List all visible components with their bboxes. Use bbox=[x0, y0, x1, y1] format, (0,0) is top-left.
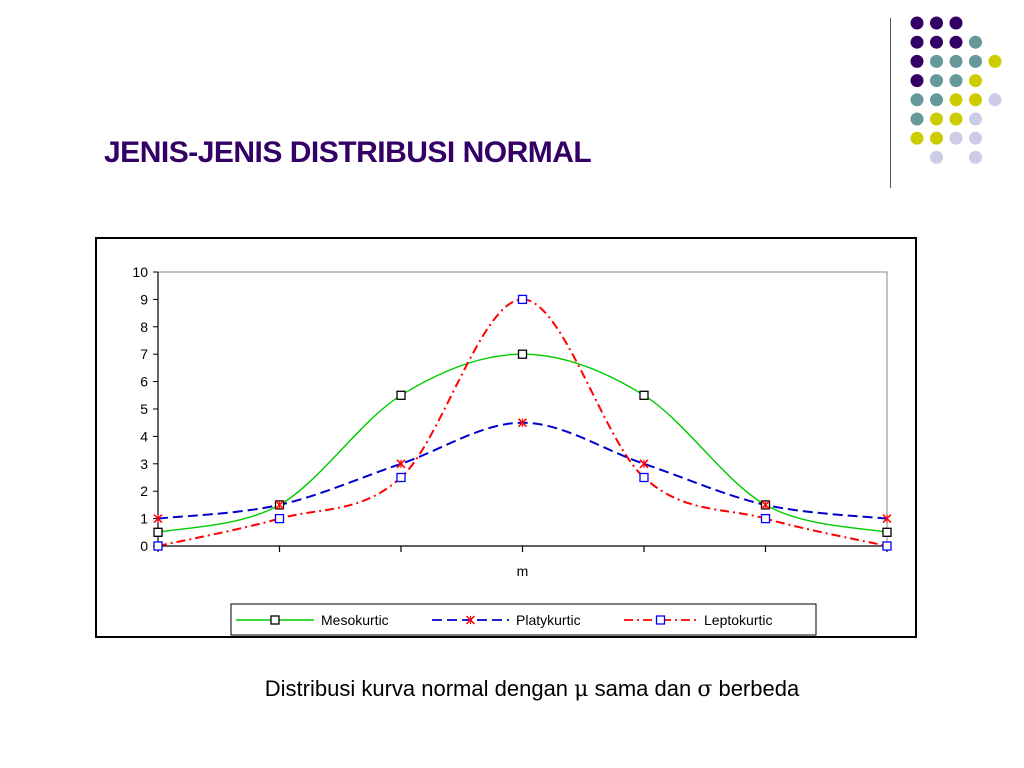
decor-dot bbox=[910, 74, 924, 88]
data-point-platykurtic bbox=[639, 459, 649, 469]
decor-dot bbox=[930, 54, 943, 68]
plot-area bbox=[157, 271, 888, 547]
data-point-platykurtic bbox=[153, 514, 163, 524]
y-tick-label: 1 bbox=[140, 511, 148, 527]
decor-dot bbox=[969, 74, 982, 88]
data-point-platykurtic bbox=[760, 500, 771, 510]
decor-dot bbox=[930, 35, 943, 49]
decor-dot bbox=[930, 150, 943, 164]
y-tick-label: 2 bbox=[140, 483, 148, 499]
data-point-platykurtic bbox=[882, 514, 892, 524]
y-tick-label: 9 bbox=[140, 291, 148, 307]
series-line-mesokurtic bbox=[157, 353, 888, 533]
sigma-symbol: σ bbox=[697, 677, 713, 702]
decor-dot bbox=[949, 54, 963, 68]
decor-dot bbox=[949, 131, 963, 145]
legend-label-platykurtic: Platykurtic bbox=[516, 612, 581, 628]
data-point-mesokurtic bbox=[639, 390, 649, 400]
decor-dot bbox=[910, 35, 924, 49]
y-tick-label: 10 bbox=[132, 264, 148, 280]
y-tick-label: 7 bbox=[140, 346, 148, 362]
slide-caption: Distribusi kurva normal dengan μ sama da… bbox=[20, 676, 1024, 702]
legend-label-leptokurtic: Leptokurtic bbox=[704, 612, 772, 628]
decorative-dot-grid bbox=[910, 16, 1002, 164]
data-point-platykurtic bbox=[517, 418, 528, 428]
decor-dot bbox=[930, 16, 943, 30]
decor-dot bbox=[910, 131, 924, 145]
y-tick-label: 8 bbox=[140, 319, 148, 335]
data-point-platykurtic bbox=[396, 459, 406, 469]
y-tick-label: 4 bbox=[140, 428, 148, 444]
decor-dot bbox=[949, 35, 963, 49]
divider-line bbox=[890, 18, 891, 188]
data-point-leptokurtic bbox=[882, 541, 892, 551]
series-line-platykurtic bbox=[157, 421, 888, 520]
decor-dot bbox=[949, 16, 963, 30]
decor-dot bbox=[969, 93, 982, 107]
decor-dot bbox=[930, 93, 943, 107]
decor-dot bbox=[910, 54, 924, 68]
decor-dot bbox=[969, 150, 982, 164]
decor-dot bbox=[910, 112, 924, 126]
y-tick-label: 3 bbox=[140, 456, 148, 472]
data-point-mesokurtic bbox=[517, 349, 528, 359]
data-point-leptokurtic bbox=[153, 541, 163, 551]
data-point-leptokurtic bbox=[639, 472, 649, 483]
slide-title: JENIS-JENIS DISTRIBUSI NORMAL bbox=[104, 136, 592, 169]
legend-label-mesokurtic: Mesokurtic bbox=[321, 612, 389, 628]
legend-marker-platykurtic bbox=[465, 615, 476, 625]
decor-dot bbox=[988, 54, 1002, 68]
data-point-mesokurtic bbox=[396, 390, 406, 400]
y-tick-label: 5 bbox=[140, 401, 148, 417]
normal-distribution-chart: 0 1 2 3 4 5 6 7 8 9 10 m Mesokurtic Platykurtic Leptok… bbox=[132, 264, 892, 636]
decor-dot bbox=[969, 35, 982, 49]
decor-dot bbox=[949, 112, 963, 126]
decor-dot bbox=[930, 112, 943, 126]
decor-dot bbox=[969, 54, 982, 68]
chart-legend: Mesokurtic Platykurtic Leptokurtic bbox=[230, 603, 817, 636]
data-point-leptokurtic bbox=[517, 294, 528, 305]
decor-dot bbox=[930, 131, 943, 145]
legend-marker-mesokurtic bbox=[270, 615, 280, 625]
chart-frame: 0 1 2 3 4 5 6 7 8 9 10 m Mesokurtic Platykurtic Leptok… bbox=[95, 237, 917, 638]
data-point-leptokurtic bbox=[760, 513, 771, 524]
legend-box bbox=[230, 603, 817, 636]
data-point-mesokurtic bbox=[882, 527, 892, 537]
decor-dot bbox=[969, 131, 982, 145]
legend-marker-leptokurtic bbox=[655, 615, 666, 625]
data-point-mesokurtic bbox=[153, 527, 163, 537]
mu-symbol: μ bbox=[574, 677, 589, 702]
decor-dot bbox=[949, 93, 963, 107]
data-point-platykurtic bbox=[274, 500, 285, 510]
y-tick-label: 6 bbox=[140, 374, 148, 390]
data-point-leptokurtic bbox=[396, 472, 406, 483]
decor-dot bbox=[969, 112, 982, 126]
caption-text-end: berbeda bbox=[712, 676, 800, 701]
decor-dot bbox=[910, 16, 924, 30]
data-point-leptokurtic bbox=[274, 513, 285, 524]
x-axis-label: m bbox=[517, 563, 529, 579]
decor-dot bbox=[949, 74, 963, 88]
decor-dot bbox=[988, 93, 1002, 107]
decor-dot bbox=[930, 74, 943, 88]
decor-dot bbox=[910, 93, 924, 107]
caption-text-start: Distribusi kurva normal dengan bbox=[264, 676, 575, 701]
caption-text-middle: sama dan bbox=[588, 676, 698, 701]
y-tick-label: 0 bbox=[140, 538, 148, 554]
